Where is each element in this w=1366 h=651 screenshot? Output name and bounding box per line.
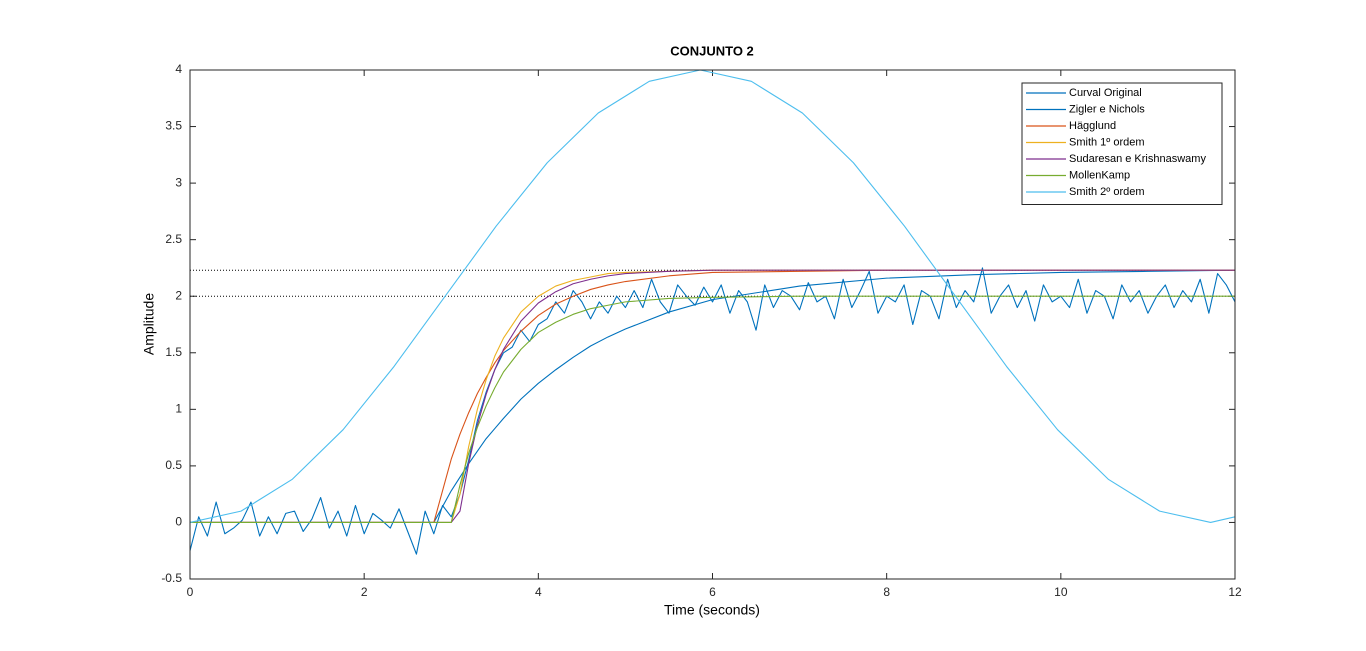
- y-tick-label: 3: [175, 175, 182, 189]
- x-tick-label: 10: [1054, 585, 1068, 599]
- x-tick-label: 8: [883, 585, 890, 599]
- axes-box: [189, 69, 1236, 580]
- y-tick-label: 1: [175, 402, 182, 416]
- x-tick-label: 0: [187, 585, 194, 599]
- y-tick-label: 2: [175, 288, 182, 302]
- y-tick-label: 0: [175, 515, 182, 529]
- y-tick-label: -0.5: [161, 571, 182, 585]
- x-tick-label: 12: [1228, 585, 1242, 599]
- legend-label: Curval Original: [1069, 87, 1142, 99]
- legend: Curval Original Zigler e Nichols Hägglund S…: [1021, 82, 1223, 205]
- y-tick-label: 0.5: [165, 458, 182, 472]
- series-line: [190, 269, 1235, 523]
- series-line: [190, 295, 1235, 523]
- series-line: [190, 269, 1236, 523]
- legend-label: Hägglund: [1069, 120, 1116, 132]
- series-line: [189, 69, 1236, 523]
- x-tick-label: 6: [709, 585, 716, 599]
- x-tick-label: 4: [535, 585, 542, 599]
- y-tick-label: 2.5: [165, 232, 182, 246]
- x-tick-label: 2: [361, 585, 368, 599]
- legend-label: Smith 2º ordem: [1069, 186, 1145, 198]
- y-tick-label: 1.5: [165, 345, 182, 359]
- legend-label: MollenKamp: [1069, 169, 1130, 181]
- legend-label: Zigler e Nichols: [1069, 103, 1145, 115]
- chart-title: CONJUNTO 2: [670, 43, 754, 58]
- legend-label: Smith 1º ordem: [1069, 136, 1145, 148]
- legend-label: Sudaresan e Krishnaswamy: [1069, 153, 1206, 165]
- y-axis-label: Amplitude: [141, 293, 157, 355]
- y-tick-label: 3.5: [165, 119, 182, 133]
- x-axis-label: Time (seconds): [664, 602, 760, 618]
- y-tick-label: 4: [175, 62, 182, 76]
- legend-box: [1021, 82, 1223, 205]
